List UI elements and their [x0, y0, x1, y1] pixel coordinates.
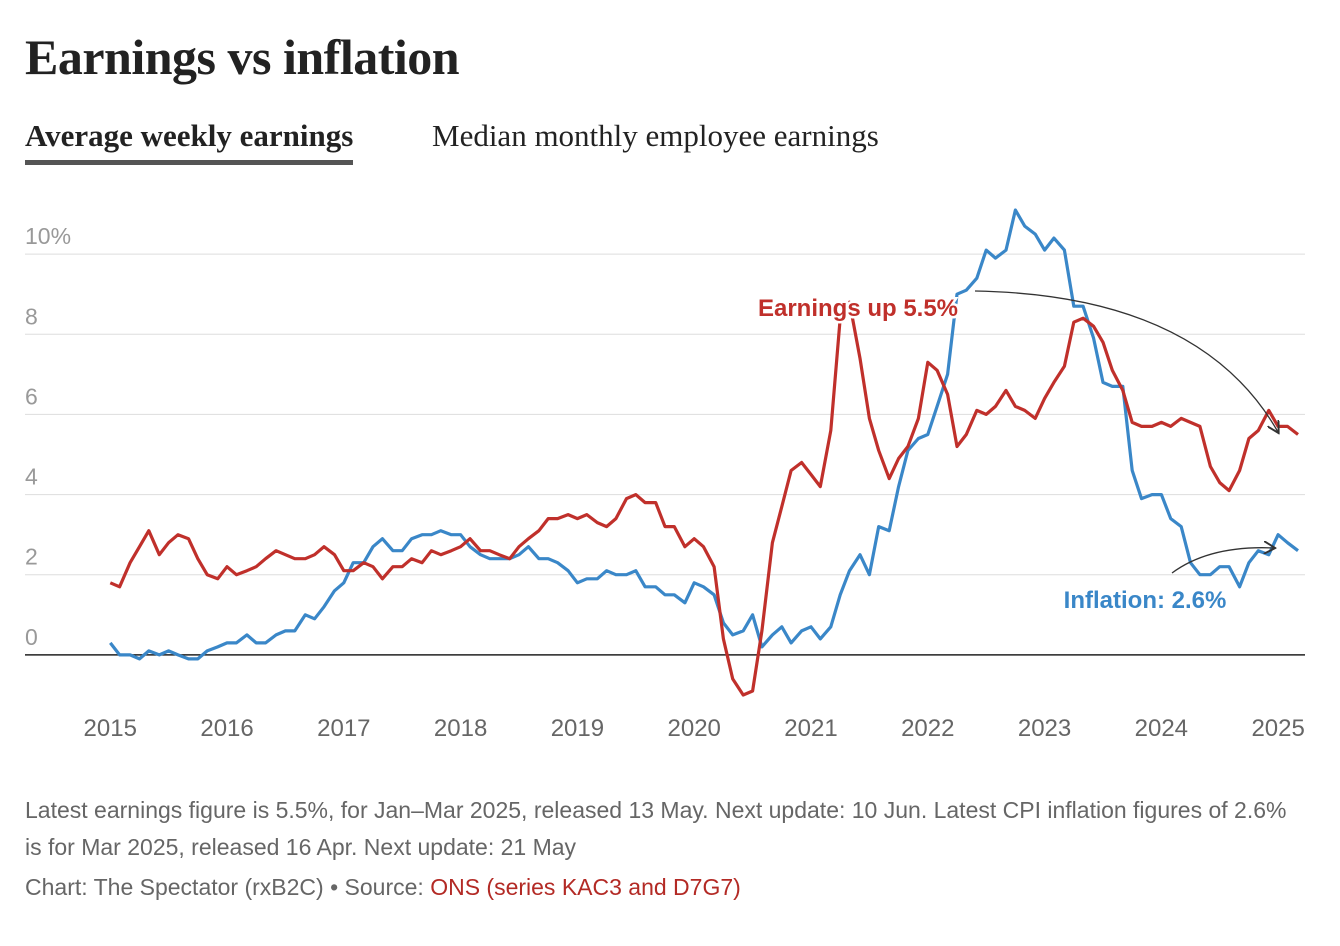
y-tick-label: 4	[25, 464, 38, 490]
annotation-arrow	[974, 290, 1278, 432]
tab[interactable]: Average weekly earnings	[25, 118, 354, 165]
line-series	[109, 300, 1299, 697]
y-tick-label: 8	[25, 303, 38, 329]
credit: Chart: The Spectator (rxB2C) • Source: O…	[25, 874, 741, 901]
tab[interactable]: Median monthly employee earnings	[432, 118, 879, 153]
y-tick-label: 2	[25, 544, 38, 570]
credit-text: Chart: The Spectator (rxB2C) • Source:	[25, 874, 431, 900]
annotation-arrow	[1171, 548, 1274, 574]
x-tick-label: 2022	[901, 715, 954, 742]
footnote: Latest earnings figure is 5.5%, for Jan–…	[25, 797, 1287, 860]
x-tick-label: 2019	[551, 715, 604, 742]
x-tick-label: 2021	[784, 715, 837, 742]
x-tick-label: 2020	[668, 715, 721, 742]
y-tick-label: 0	[25, 624, 38, 650]
x-tick-label: 2023	[1018, 715, 1071, 742]
x-tick-label: 2015	[84, 715, 137, 742]
y-tick-label: 10%	[25, 223, 71, 249]
x-tick-label: 2016	[200, 715, 253, 742]
annotation: Inflation: 2.6%	[1064, 587, 1227, 614]
line-series	[109, 208, 1299, 661]
annotation: Earnings up 5.5%	[758, 295, 958, 322]
x-tick-label: 2017	[317, 715, 370, 742]
x-tick-label: 2018	[434, 715, 487, 742]
y-tick-label: 6	[25, 383, 38, 409]
x-tick-label: 2024	[1135, 715, 1188, 742]
source-link[interactable]: ONS (series KAC3 and D7G7)	[430, 874, 741, 900]
chart: 0 2 4 6 8 10% 2015 2016 2017 2018 2019 2020 2021 2022…	[25, 208, 1305, 742]
x-tick-label: 2025	[1251, 715, 1304, 742]
title: Earnings vs inflation	[25, 29, 460, 85]
